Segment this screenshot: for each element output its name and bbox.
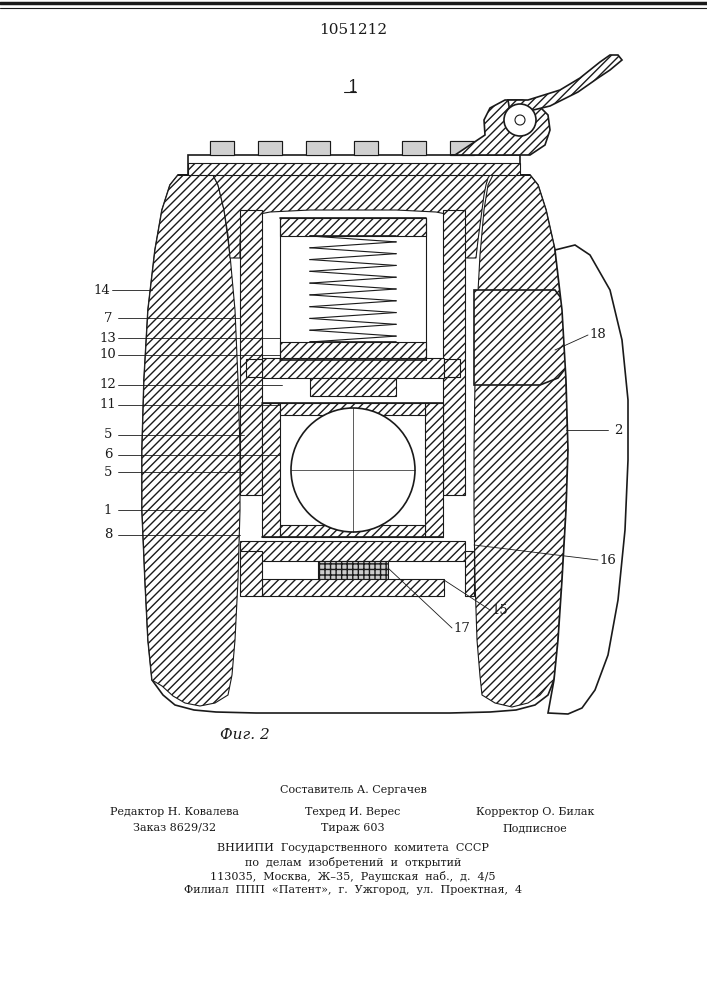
Text: 113035,  Москва,  Ж–35,  Раушская  наб.,  д.  4/5: 113035, Москва, Ж–35, Раушская наб., д. … [210, 870, 496, 882]
Text: 1051212: 1051212 [319, 23, 387, 37]
Polygon shape [188, 155, 520, 175]
Polygon shape [280, 403, 425, 415]
Text: Подписное: Подписное [503, 823, 568, 833]
Text: Заказ 8629/32: Заказ 8629/32 [134, 823, 216, 833]
Text: 10: 10 [100, 349, 117, 361]
Circle shape [504, 104, 536, 136]
Text: 15: 15 [491, 603, 508, 616]
Bar [210, 141, 234, 155]
Polygon shape [465, 551, 474, 596]
Text: Корректор О. Билак: Корректор О. Билак [476, 807, 594, 817]
Bar [450, 141, 474, 155]
Text: 6: 6 [104, 448, 112, 462]
Bar [402, 141, 426, 155]
Text: 1: 1 [104, 504, 112, 516]
Polygon shape [280, 218, 426, 236]
Circle shape [291, 408, 415, 532]
Text: 5: 5 [104, 428, 112, 442]
Polygon shape [443, 210, 465, 495]
Polygon shape [262, 579, 444, 596]
Polygon shape [280, 525, 425, 537]
Bar [258, 141, 282, 155]
Bar [354, 141, 378, 155]
Text: 13: 13 [100, 332, 117, 344]
Bar [258, 141, 282, 155]
Polygon shape [425, 403, 443, 537]
Polygon shape [142, 175, 240, 706]
Bar [450, 141, 474, 155]
Polygon shape [240, 551, 262, 596]
Polygon shape [240, 210, 262, 495]
Text: 17: 17 [454, 621, 470, 635]
Bar [210, 141, 234, 155]
Text: 12: 12 [100, 378, 117, 391]
Text: 14: 14 [93, 284, 110, 296]
Bar [306, 141, 330, 155]
Text: 16: 16 [600, 554, 617, 566]
Text: 2: 2 [614, 424, 622, 436]
Text: по  делам  изобретений  и  открытий: по делам изобретений и открытий [245, 856, 461, 867]
Text: 8: 8 [104, 528, 112, 542]
Text: Составитель А. Сергачев: Составитель А. Сергачев [279, 785, 426, 795]
Polygon shape [444, 359, 460, 377]
Text: 18: 18 [590, 328, 607, 342]
Text: 7: 7 [104, 312, 112, 324]
Polygon shape [262, 403, 280, 537]
Polygon shape [474, 175, 568, 707]
Polygon shape [262, 358, 444, 378]
Text: 1: 1 [348, 80, 358, 97]
Polygon shape [310, 378, 396, 396]
Polygon shape [548, 245, 628, 714]
Text: Филиал  ППП  «Патент»,  г.  Ужгород,  ул.  Проектная,  4: Филиал ППП «Патент», г. Ужгород, ул. Про… [184, 885, 522, 895]
Text: Тираж 603: Тираж 603 [321, 823, 385, 833]
Text: 5: 5 [104, 466, 112, 479]
Polygon shape [142, 175, 568, 713]
Polygon shape [178, 175, 530, 258]
Bar [402, 141, 426, 155]
Polygon shape [474, 290, 575, 385]
Text: Фиг. 2: Фиг. 2 [220, 728, 270, 742]
Circle shape [515, 115, 525, 125]
Polygon shape [246, 359, 262, 377]
Text: Техред И. Верес: Техред И. Верес [305, 807, 401, 817]
Bar [188, 163, 520, 175]
Text: Редактор Н. Ковалева: Редактор Н. Ковалева [110, 807, 240, 817]
Polygon shape [280, 342, 426, 360]
Text: 11: 11 [100, 398, 117, 412]
Bar [318, 561, 388, 579]
Polygon shape [450, 100, 550, 155]
Bar [354, 141, 378, 155]
Bar [306, 141, 330, 155]
Polygon shape [508, 55, 622, 112]
Polygon shape [240, 541, 465, 561]
Text: ВНИИПИ  Государственного  комитета  СССР: ВНИИПИ Государственного комитета СССР [217, 843, 489, 853]
